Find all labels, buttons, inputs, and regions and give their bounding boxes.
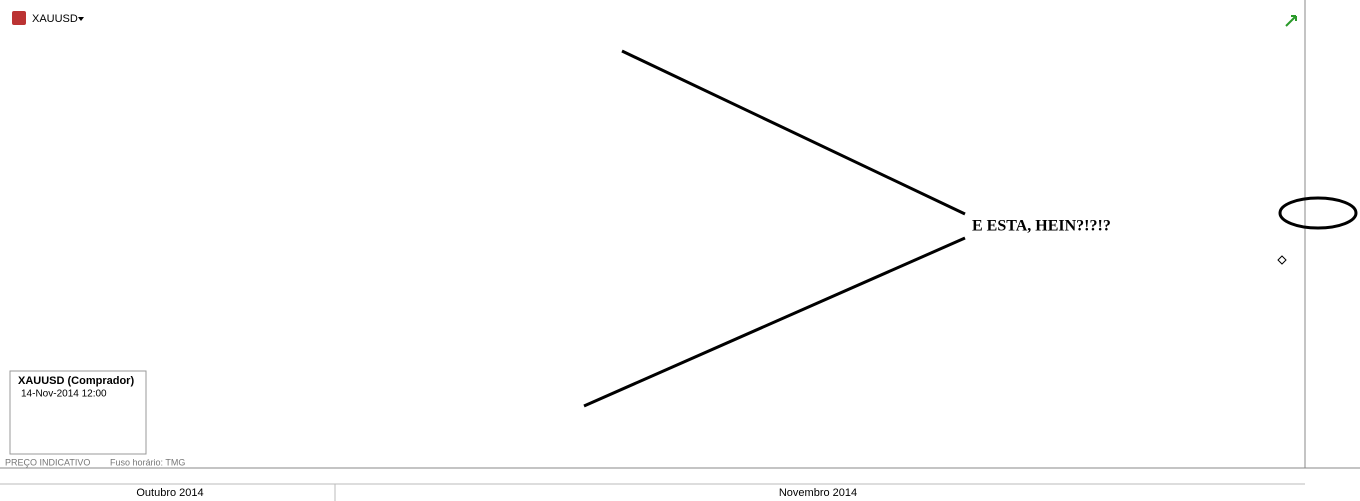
footer-note: Fuso horário: TMG <box>110 457 185 467</box>
highlight-ellipse <box>1278 196 1358 230</box>
info-box: XAUUSD (Comprador) 14-Nov-2014 12:00 <box>9 370 147 455</box>
trendlines <box>583 49 966 408</box>
footer-note: PREÇO INDICATIVO <box>5 457 90 467</box>
symbol[interactable]: XAUUSD <box>32 13 78 25</box>
dropdown-arrow[interactable] <box>78 17 84 21</box>
trendline-upper <box>621 49 966 216</box>
info-title: XAUUSD (Comprador) <box>18 375 134 387</box>
trendline-lower <box>583 236 966 408</box>
marker <box>1277 255 1287 265</box>
info-panel <box>9 370 147 455</box>
trend-icon[interactable] <box>1285 15 1297 27</box>
price-axis <box>1305 0 1360 468</box>
month-label: Outubro 2014 <box>136 487 203 499</box>
annotation: E ESTA, HEIN?!?!? <box>972 218 1111 235</box>
symbol-icon <box>12 11 26 25</box>
month-label: Novembro 2014 <box>779 487 857 499</box>
info-date: 14-Nov-2014 12:00 <box>21 389 107 400</box>
header: XAUUSD <box>12 11 1297 27</box>
